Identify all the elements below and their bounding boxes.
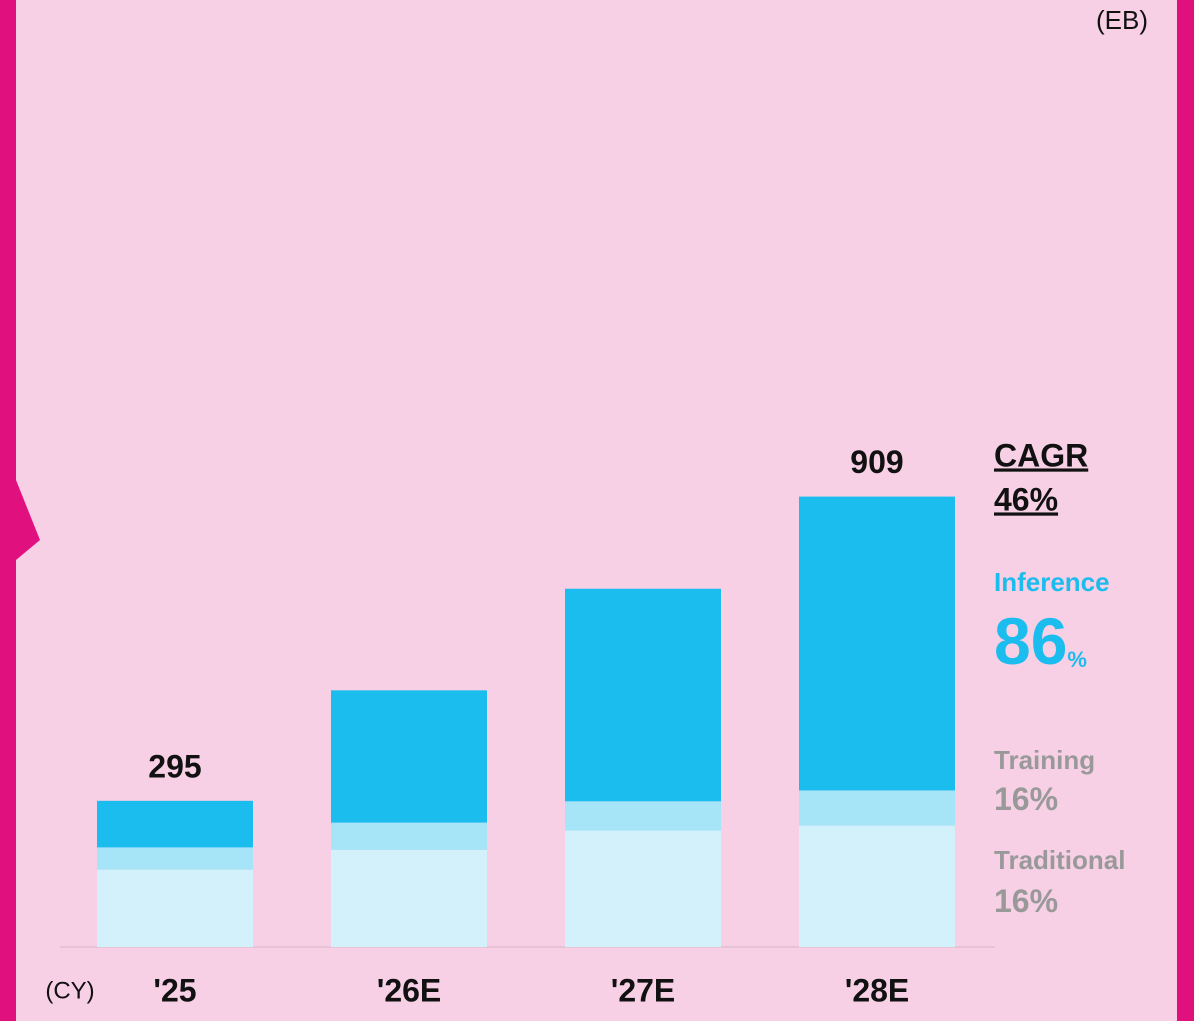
legend-name: Traditional [994,845,1125,875]
cagr-total: 46% [994,481,1058,517]
cagr-title: CAGR [994,437,1088,473]
x-axis-label: (CY) [45,977,94,1004]
bar-segment [799,790,955,826]
bar-segment [331,690,487,823]
bar-segment [565,801,721,831]
cagr-value: 16 [994,883,1030,919]
left-notch [0,480,40,560]
cagr-unit: % [1030,883,1058,919]
bar-segment [799,825,955,947]
total-label: 295 [148,748,201,784]
x-tick-label: '27E [611,972,676,1008]
x-tick-label: '26E [377,972,442,1008]
bar-segment [97,800,253,848]
bar-segment [799,496,955,791]
cagr-unit: % [1067,647,1087,672]
unit-label: (EB) [1096,5,1148,35]
bar-segment [331,822,487,850]
x-tick-label: '28E [845,972,910,1008]
legend-cagr: 16% [994,781,1058,817]
total-label: 909 [850,444,903,480]
cagr-value: 16 [994,781,1030,817]
bar-segment [565,830,721,947]
cagr-value: 86 [994,604,1067,678]
legend-cagr: 16% [994,883,1058,919]
bar-segment [565,588,721,802]
bar-segment [97,869,253,947]
bar-segment [97,847,253,870]
bar-segment [331,849,487,947]
legend-name: Training [994,745,1095,775]
legend-cagr: 86% [994,604,1087,678]
right-edge [1177,0,1194,1021]
legend-name: Inference [994,567,1110,597]
cagr-unit: % [1030,781,1058,817]
x-tick-label: '25 [153,972,196,1008]
